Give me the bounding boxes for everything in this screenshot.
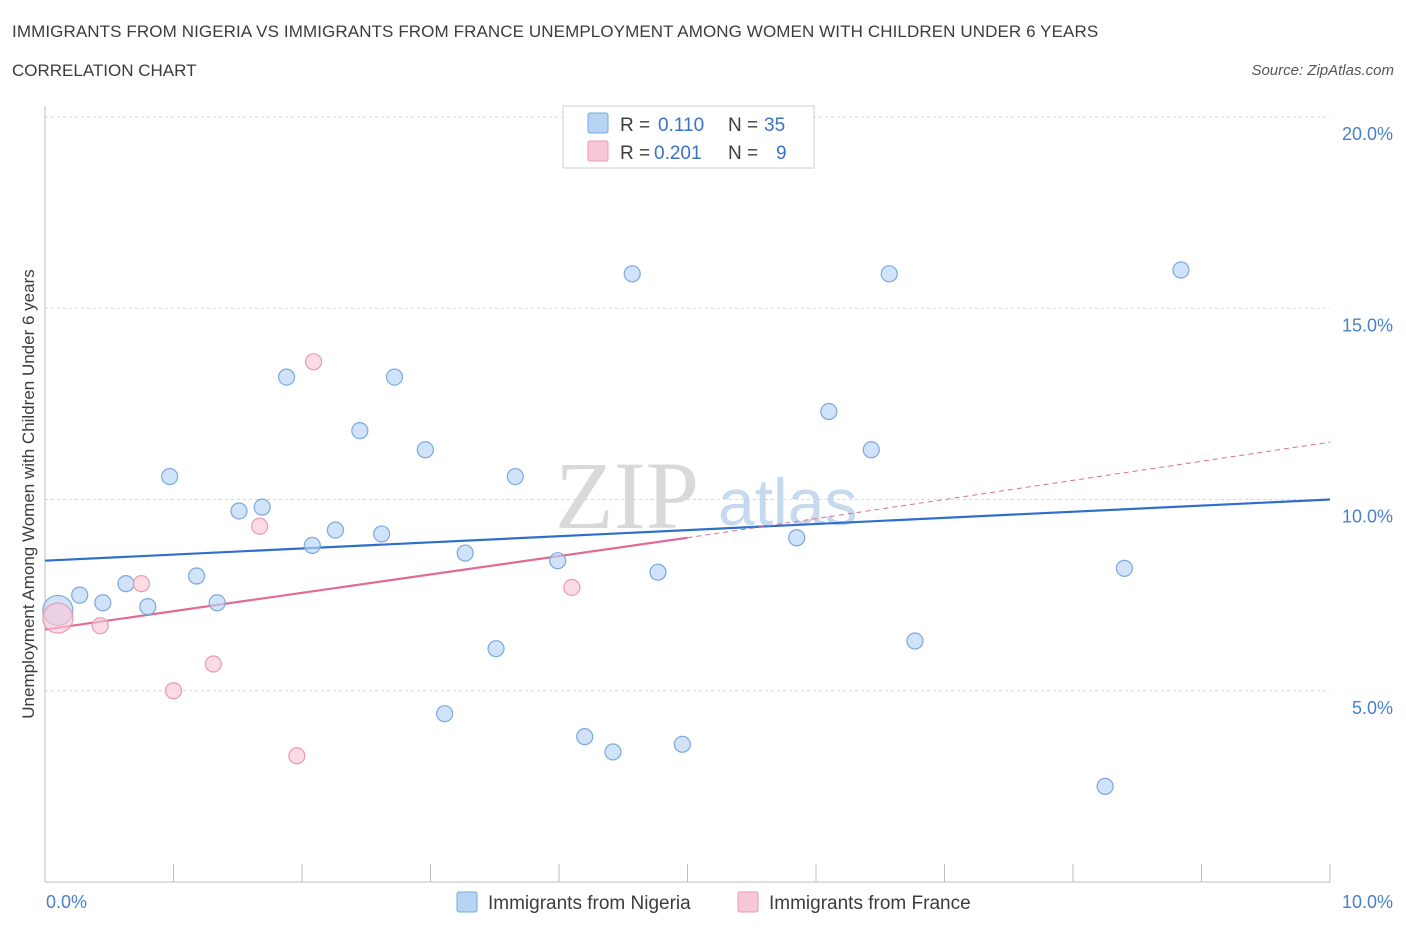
point-nigeria	[373, 525, 391, 543]
x-tick-labels: 0.0% 10.0%	[46, 892, 1393, 912]
data-points	[42, 261, 1190, 795]
point-france	[42, 602, 74, 634]
legend-r-value-france: 0.201	[654, 143, 702, 164]
point-nigeria	[351, 422, 369, 440]
point-nigeria	[277, 368, 296, 386]
bottom-legend-swatch-nigeria	[456, 891, 478, 913]
point-nigeria	[506, 467, 524, 486]
legend-r-label-france: R =	[620, 143, 650, 164]
legend-n-value-france: 9	[776, 143, 787, 164]
legend-n-value-nigeria: 35	[764, 115, 785, 136]
y-tick-label: 10.0%	[1342, 507, 1393, 527]
point-nigeria	[94, 594, 112, 612]
point-nigeria	[456, 544, 474, 562]
point-nigeria	[862, 441, 880, 459]
point-nigeria	[1115, 559, 1134, 577]
point-nigeria	[139, 597, 157, 616]
bottom-legend-label-nigeria: Immigrants from Nigeria	[488, 893, 691, 914]
point-nigeria	[208, 594, 226, 612]
chart-subtitle: CORRELATION CHART	[12, 61, 197, 80]
bottom-legend: Immigrants from Nigeria Immigrants from …	[456, 891, 971, 914]
legend-swatch-france	[587, 140, 609, 162]
y-tick-label: 5.0%	[1352, 698, 1393, 718]
point-nigeria	[161, 467, 179, 486]
point-nigeria	[906, 632, 924, 650]
y-tick-label: 15.0%	[1342, 315, 1393, 335]
bottom-legend-label-france: Immigrants from France	[769, 893, 971, 914]
point-france	[250, 517, 269, 535]
point-nigeria	[303, 536, 321, 555]
point-france	[304, 353, 323, 371]
point-nigeria	[385, 368, 404, 386]
point-nigeria	[623, 265, 641, 283]
trend-line-france	[44, 536, 688, 631]
point-nigeria	[416, 441, 434, 459]
point-nigeria	[117, 575, 135, 593]
point-nigeria	[253, 498, 271, 516]
legend-box: R = 0.110 N = 35 R = 0.201 N = 9	[562, 105, 815, 169]
point-nigeria	[649, 563, 667, 581]
point-france	[288, 747, 306, 765]
point-nigeria	[71, 586, 89, 604]
y-axis-label: Unemployment Among Women with Children U…	[19, 269, 38, 718]
point-nigeria	[1096, 777, 1114, 795]
x-tick-label-max: 10.0%	[1342, 892, 1393, 912]
point-nigeria	[880, 265, 898, 283]
point-nigeria	[604, 743, 622, 761]
trend-lines	[44, 441, 1331, 631]
point-nigeria	[326, 521, 345, 539]
point-nigeria	[788, 529, 806, 547]
grid-lines	[45, 116, 1330, 692]
point-france	[563, 578, 581, 597]
y-tick-label: 20.0%	[1342, 124, 1393, 144]
point-france	[164, 682, 183, 700]
point-france	[91, 617, 109, 635]
legend-r-label-nigeria: R =	[620, 115, 650, 136]
trend-line-nigeria	[44, 498, 1331, 562]
point-nigeria	[820, 402, 838, 421]
x-tick-label-min: 0.0%	[46, 892, 87, 912]
x-tick-marks	[44, 864, 1331, 882]
point-nigeria	[673, 735, 691, 753]
point-nigeria	[549, 552, 567, 570]
legend-r-value-nigeria: 0.110	[658, 115, 704, 136]
trend-line-france-extension	[687, 441, 1331, 539]
bottom-legend-swatch-france	[737, 891, 759, 913]
watermark: ZIP atlas	[555, 442, 857, 549]
source-label: Source: ZipAtlas.com	[1251, 62, 1394, 79]
chart-title: IMMIGRANTS FROM NIGERIA VS IMMIGRANTS FR…	[12, 22, 1099, 41]
legend-swatch-nigeria	[587, 112, 609, 134]
point-nigeria	[576, 728, 594, 746]
point-nigeria	[487, 640, 505, 658]
point-france	[204, 655, 222, 673]
point-nigeria	[188, 567, 206, 585]
point-france	[132, 575, 150, 593]
y-tick-labels: 5.0% 10.0% 15.0% 20.0%	[1342, 124, 1393, 718]
legend-n-label-france: N =	[728, 143, 758, 164]
point-nigeria	[230, 502, 248, 520]
point-nigeria	[436, 705, 454, 723]
point-nigeria	[1172, 261, 1190, 279]
legend-n-label-nigeria: N =	[728, 115, 758, 136]
